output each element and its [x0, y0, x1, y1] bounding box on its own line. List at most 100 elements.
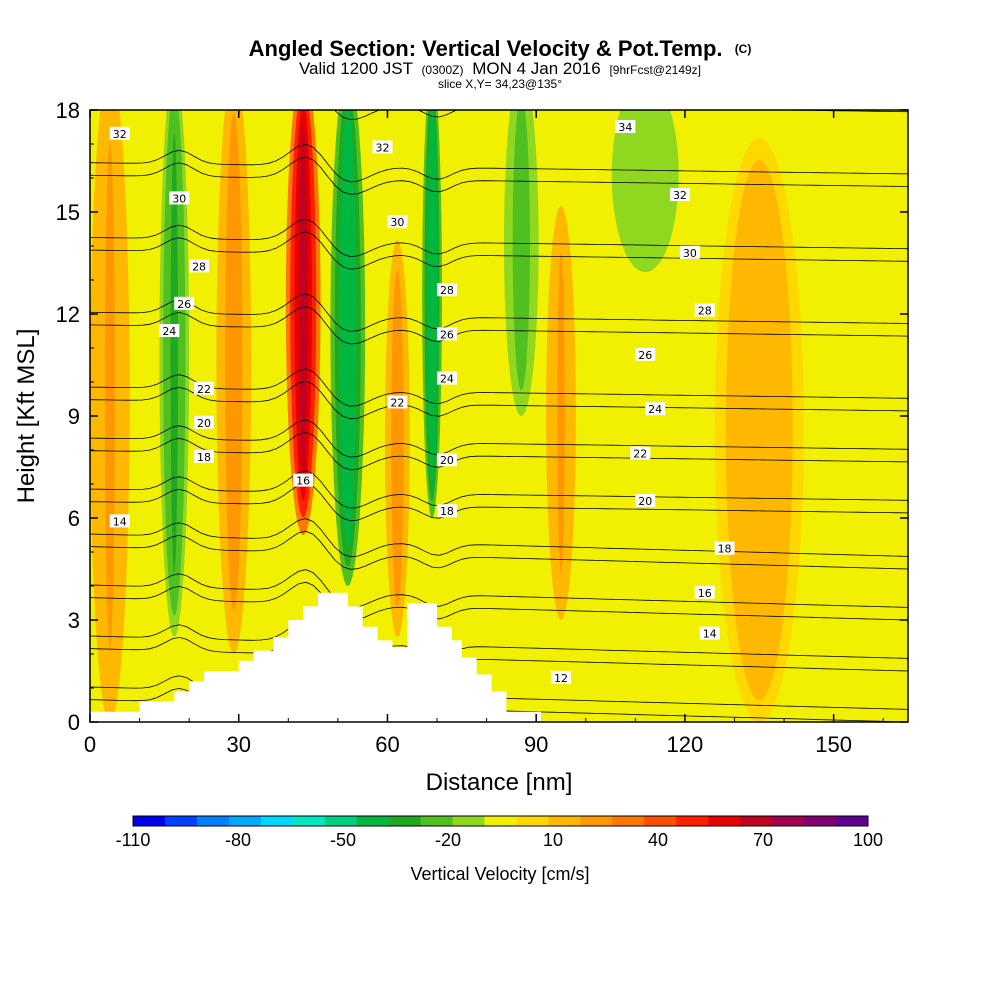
contour-label-text: 22 [390, 396, 404, 409]
contour-labels: 32 30 28 26 24 22 20 18 16 14 32 30 28 26 24 22 20 18 34 32… [109, 120, 735, 685]
contour-label-text: 14 [113, 515, 127, 528]
contour-label-text: 12 [554, 672, 568, 685]
contour-label-text: 16 [296, 475, 310, 488]
contour-label-bg [194, 415, 215, 429]
isotherm-28-1 [90, 218, 908, 258]
contour-label-text: 28 [440, 284, 454, 297]
x-tick-label: 120 [667, 732, 704, 757]
contour-label-text: 24 [440, 373, 454, 386]
isotherm-14-0 [90, 632, 908, 672]
contour-label-bg [436, 283, 457, 297]
contour-label-27: 16 [694, 585, 715, 600]
contour-label-bg [169, 191, 190, 205]
contour-label-text: 26 [177, 298, 191, 311]
x-axis-label: Distance [nm] [426, 769, 573, 796]
contour-label-bg [109, 126, 130, 140]
contour-label-text: 32 [375, 141, 389, 154]
x-tick-label: 150 [815, 732, 852, 757]
contour-label-bg [550, 670, 571, 684]
colorbar-ticks: -110 -80 -50 -20 10 40 70 100 [116, 830, 883, 850]
chart-title: Angled Section: Vertical Velocity & Pot.… [249, 36, 752, 61]
contour-label-29: 12 [550, 670, 571, 685]
contour-label-text: 34 [618, 121, 632, 134]
contour-label-23: 24 [645, 402, 666, 416]
colorbar-swatch [324, 816, 358, 826]
colorbar-tick-label: -80 [225, 830, 251, 850]
y-axis: 0 3 6 9 12 15 18 [56, 98, 908, 735]
contour-label-text: 26 [638, 349, 652, 362]
contour-label-bg [694, 585, 715, 599]
isotherm-30-0 [90, 156, 908, 195]
contour-label-bg [615, 120, 636, 133]
colorbar-tick-label: 10 [543, 830, 563, 850]
colorbar-swatch [420, 816, 454, 826]
chart-subtitle: Valid 1200 JST (0300Z) MON 4 Jan 2016 [9… [299, 59, 701, 78]
contour-label-25: 20 [635, 494, 656, 508]
colorbar-swatch [388, 816, 422, 826]
contour-label-text: 14 [703, 628, 717, 641]
contour-label-1: 30 [169, 191, 190, 205]
y-tick-label: 0 [68, 710, 80, 735]
velocity-band-0 [90, 110, 130, 722]
isotherm-26-0 [90, 306, 908, 345]
colorbar-swatch [260, 816, 294, 826]
contour-label-bg [630, 446, 651, 460]
isotherm-24-0 [90, 380, 908, 420]
velocity-band-5-level-3 [394, 284, 401, 593]
contour-label-bg [635, 347, 656, 361]
velocity-band-8-level-3 [557, 252, 565, 574]
colorbar-tick-label: 70 [753, 830, 773, 850]
velocity-band-1 [159, 110, 190, 637]
contour-label-bg [194, 381, 215, 395]
contour-label-bg [679, 245, 700, 259]
colorbar-frame [132, 815, 869, 827]
contour-label-text: 30 [172, 192, 186, 205]
colorbar-swatch [708, 816, 741, 826]
velocity-band-3 [285, 110, 321, 535]
colorbar-swatch [196, 816, 230, 826]
contour-label-18: 34 [615, 120, 636, 134]
contour-label-bg [387, 395, 408, 409]
contour-label-text: 24 [162, 325, 176, 338]
contour-label-text: 20 [440, 454, 454, 467]
contour-label-22: 26 [635, 347, 656, 362]
velocity-band-2-level-3 [229, 135, 239, 589]
contour-label-bg [694, 303, 715, 317]
title-unit: (C) [735, 42, 752, 56]
x-tick-label: 90 [524, 732, 548, 757]
colorbar-swatch [292, 816, 326, 826]
contour-label-20: 30 [679, 245, 700, 260]
contour-label-0: 32 [109, 126, 130, 141]
y-axis-label: Height [Kft MSL] [13, 329, 40, 504]
colorbar-swatch [228, 816, 262, 826]
contour-label-10: 32 [372, 140, 393, 154]
colorbar-swatch [740, 816, 773, 826]
contour-label-4: 24 [159, 324, 180, 338]
y-tick-label: 12 [56, 302, 80, 327]
colorbar-label: Vertical Velocity [cm/s] [410, 864, 589, 884]
velocity-band-0-level-3 [104, 143, 115, 649]
contour-label-24: 22 [630, 446, 651, 460]
colorbar-swatch [804, 816, 837, 826]
colorbar-swatch [133, 816, 166, 826]
isotherm-16-1 [90, 569, 908, 609]
contour-label-bg [699, 626, 720, 640]
contour-label-bg [436, 327, 457, 341]
contour-label-15: 22 [387, 395, 408, 409]
velocity-band-10 [714, 138, 804, 722]
y-tick-label: 15 [56, 200, 80, 225]
contour-label-text: 26 [440, 328, 454, 341]
contour-label-2: 28 [189, 259, 210, 273]
contour-label-bg [436, 453, 457, 467]
velocity-band-8 [546, 206, 576, 620]
contour-label-bg [669, 188, 690, 201]
isotherm-22-0 [90, 431, 908, 471]
contour-label-text: 18 [718, 543, 732, 556]
contour-label-16: 20 [436, 453, 457, 467]
colorbar-tick-label: -50 [330, 830, 356, 850]
contour-label-bg [109, 514, 130, 528]
isotherm-14-1 [90, 620, 908, 660]
colorbar-swatch [356, 816, 390, 826]
plot-area: 32 30 28 26 24 22 20 18 16 14 32 30 28 26 24 22 20 18 34 32… [90, 110, 908, 722]
velocity-band-9 [600, 110, 690, 280]
